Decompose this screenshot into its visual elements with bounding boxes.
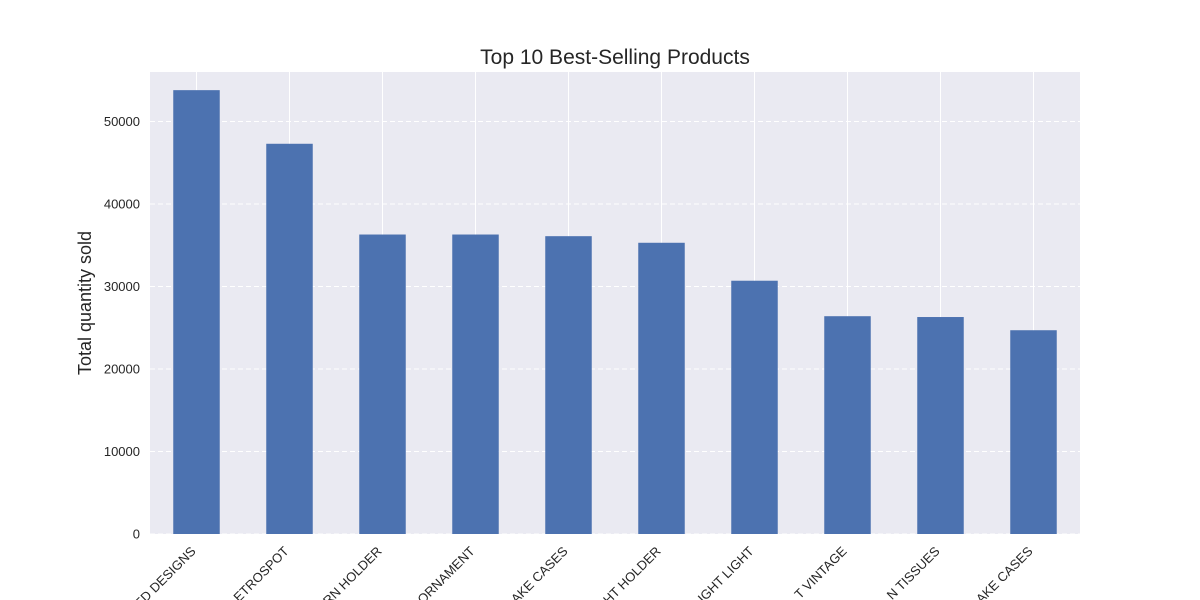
x-tick-label: T VINTAGE <box>791 543 850 600</box>
y-tick-label: 50000 <box>104 114 140 129</box>
bar <box>917 317 964 534</box>
bar <box>545 236 592 535</box>
x-tick-label: N TISSUES <box>884 543 943 600</box>
bar <box>266 143 313 534</box>
y-tick-label: 40000 <box>104 197 140 212</box>
x-tick-label: ETROSPOT <box>230 543 291 600</box>
y-axis-label: Total quantity sold <box>75 231 95 375</box>
y-tick-label: 10000 <box>104 444 140 459</box>
x-tick-labels: ED DESIGNS ETROSPOT RN HOLDER ORNAMENT AKE C… <box>131 543 1036 600</box>
x-tick-label: ORNAMENT <box>414 543 477 600</box>
bar <box>173 90 220 535</box>
bars <box>173 90 1057 535</box>
bar <box>731 280 778 534</box>
bar <box>452 234 499 534</box>
x-tick-label: ED DESIGNS <box>131 543 199 600</box>
bar <box>359 234 406 534</box>
bar <box>824 316 871 534</box>
y-tick-labels: 0 10000 20000 30000 40000 50000 <box>104 114 140 542</box>
bar <box>638 242 685 534</box>
x-tick-label: RN HOLDER <box>320 544 385 600</box>
y-tick-label: 20000 <box>104 362 140 377</box>
x-tick-label: AKE CASES <box>508 543 571 600</box>
y-tick-label: 0 <box>133 527 140 542</box>
y-tick-label: 30000 <box>104 279 140 294</box>
x-tick-label: AKE CASES <box>973 543 1036 600</box>
bar <box>1010 330 1057 534</box>
x-tick-label: HT HOLDER <box>600 544 664 600</box>
chart-title: Top 10 Best-Selling Products <box>480 46 750 69</box>
x-tick-label: IGHT LIGHT <box>695 543 757 600</box>
